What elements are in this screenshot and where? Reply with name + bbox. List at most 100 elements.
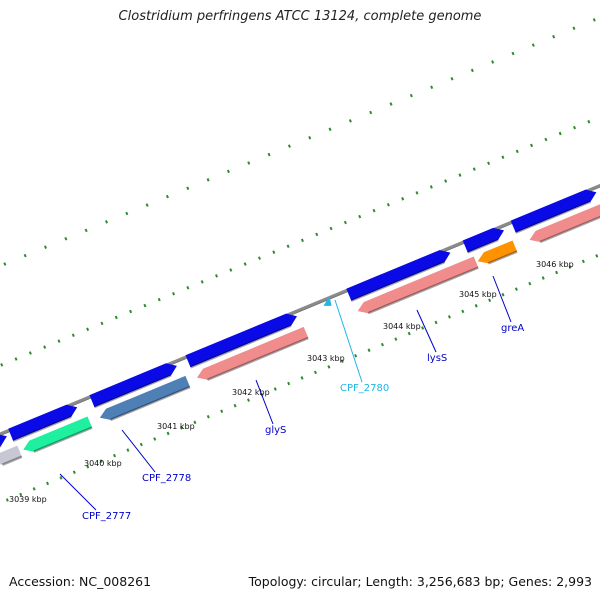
tick-mark	[369, 110, 373, 115]
tick-mark	[389, 102, 393, 106]
reverse-cds-0-rim	[1, 455, 23, 466]
forward-cds-5-rim	[467, 238, 499, 254]
reverse-cds-7	[529, 204, 600, 244]
tick-mark	[32, 487, 36, 491]
tick-mark	[587, 119, 591, 124]
forward-cds-5-body	[462, 227, 504, 253]
tick-mark	[421, 326, 425, 330]
reverse-cds-grea-rim	[487, 250, 518, 265]
tick-mark	[501, 292, 505, 297]
tick-mark	[153, 437, 157, 441]
tick-mark	[380, 342, 384, 347]
tick-mark	[308, 135, 312, 140]
tick-mark	[104, 220, 108, 224]
tick-mark	[558, 131, 562, 136]
tick-mark	[257, 256, 261, 260]
tick-mark	[267, 152, 271, 157]
tick-mark	[573, 125, 577, 130]
map-title: Clostridium perfringens ATCC 13124, comp…	[118, 9, 482, 24]
reverse-cds-glys-rim	[207, 336, 309, 381]
forward-cds-0	[0, 434, 7, 448]
reverse-cds-lyss-body	[357, 256, 479, 314]
accession-text: Accession: NC_008261	[9, 574, 152, 589]
tick-mark	[57, 339, 61, 343]
forward-cds-4-body	[346, 250, 451, 301]
tick-mark	[243, 262, 247, 266]
gene-leader-line	[334, 299, 363, 383]
tick-mark	[328, 127, 332, 132]
tick-mark	[86, 327, 90, 332]
tick-mark	[200, 280, 204, 284]
reverse-cds-cpf2777	[23, 416, 93, 453]
tick-mark	[5, 498, 9, 502]
tick-mark	[386, 202, 390, 207]
tick-mark	[487, 161, 491, 165]
tick-mark	[491, 60, 495, 64]
tick-mark	[23, 253, 27, 258]
kbp-label: 3041 kbp	[157, 422, 195, 431]
kbp-label: 3044 kbp	[383, 322, 421, 331]
tick-mark	[113, 453, 117, 458]
tick-mark	[206, 415, 210, 419]
tick-mark	[470, 68, 474, 73]
forward-cds-6-rim	[515, 200, 592, 234]
tick-mark	[193, 420, 197, 425]
tick-mark	[430, 85, 434, 89]
forward-cds-2	[89, 363, 177, 409]
tick-mark	[273, 387, 277, 391]
tick-mark	[86, 464, 90, 469]
reverse-cds-grea-body	[477, 240, 518, 264]
tick-mark	[247, 161, 251, 165]
forward-cds-1	[8, 404, 78, 442]
tick-mark	[401, 197, 405, 201]
tick-mark	[472, 167, 476, 171]
tick-mark	[552, 34, 556, 39]
tick-mark	[340, 359, 344, 364]
tick-mark	[300, 238, 304, 243]
tick-mark	[488, 298, 492, 303]
tick-mark	[286, 244, 290, 249]
tick-mark	[3, 262, 7, 266]
tick-mark	[126, 448, 130, 452]
tick-mark	[300, 376, 304, 380]
tick-mark	[572, 26, 576, 31]
forward-cds-6-body	[510, 189, 597, 233]
tick-mark	[28, 351, 32, 355]
reverse-cds-0	[0, 445, 23, 466]
tick-mark	[581, 259, 585, 264]
tick-mark	[530, 143, 534, 148]
tick-mark	[447, 315, 451, 319]
tick-mark	[394, 337, 398, 341]
tick-mark	[272, 250, 276, 254]
tick-mark	[358, 214, 362, 219]
tick-mark	[165, 194, 169, 199]
tick-mark	[515, 149, 519, 154]
tick-mark	[287, 381, 291, 386]
tick-mark	[172, 291, 176, 296]
tick-mark	[129, 309, 133, 314]
gene-label: glyS	[265, 425, 286, 436]
forward-cds-3-body	[185, 313, 297, 368]
reverse-cds-glys-body	[197, 326, 309, 380]
tick-mark	[329, 226, 333, 231]
gene-label: CPF_2777	[82, 511, 131, 522]
tick-mark	[568, 265, 572, 269]
genome-backbone	[0, 183, 600, 436]
tick-mark	[43, 345, 47, 349]
tick-mark	[64, 236, 68, 241]
tick-mark	[157, 297, 161, 302]
tick-mark	[206, 178, 210, 182]
tick-mark	[429, 185, 433, 189]
tick-mark	[180, 426, 184, 430]
gene-leader-line	[59, 473, 97, 511]
tick-mark	[555, 270, 559, 275]
gene-leader-line	[255, 379, 274, 425]
tick-mark	[143, 303, 147, 308]
tick-mark	[166, 431, 170, 436]
reverse-cds-0-body	[0, 445, 22, 465]
tick-mark	[145, 203, 149, 207]
far-tick-ring	[3, 18, 596, 266]
tick-mark	[215, 274, 219, 278]
tick-mark	[327, 365, 331, 369]
tick-mark	[99, 459, 103, 463]
